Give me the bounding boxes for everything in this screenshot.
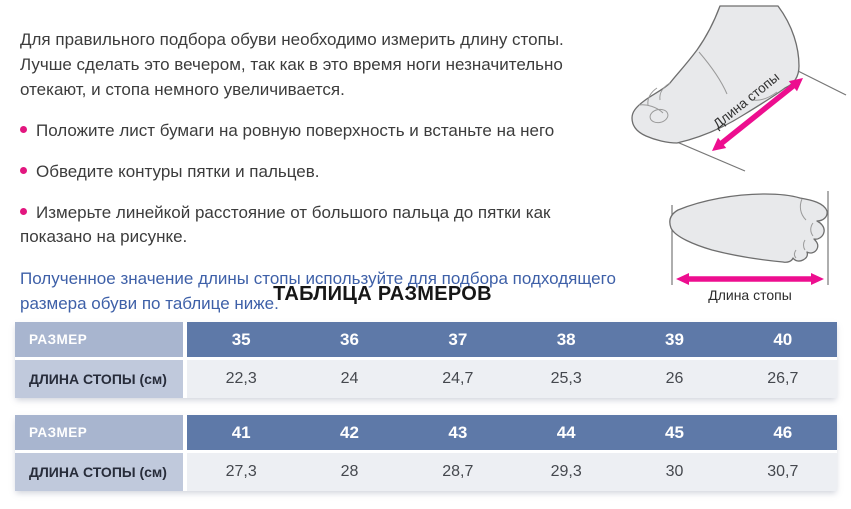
extension-line [791,67,847,96]
size-cell: 41 [231,422,251,442]
length-cell: 28 [340,463,359,480]
sole-foot-figure: Длина стопы [650,188,850,313]
length-row-header: ДЛИНА СТОПЫ (см) [15,453,183,491]
note-line: размера обуви по таблице ниже. [20,294,279,313]
size-table-title: ТАБЛИЦА РАЗМЕРОВ [273,283,492,305]
bullet-text: показано на рисунке. [20,227,188,246]
length-row-header: ДЛИНА СТОПЫ (см) [15,360,183,398]
length-cell: 30 [665,463,684,480]
length-cells: 22,3 24 24,7 25,3 26 26,7 [187,360,837,398]
foot-length-label: Длина стопы [708,287,792,303]
size-cell: 39 [665,329,684,349]
length-cell: 26 [665,370,684,387]
size-cell: 37 [448,329,468,349]
note-paragraph: Полученное значение длины стопы использу… [20,266,660,316]
size-row-header: РАЗМЕР [15,415,183,450]
length-cell: 28,7 [442,463,474,480]
length-cells: 27,3 28 28,7 29,3 30 30,7 [187,453,837,491]
bullet-item-1: Положите лист бумаги на ровную поверхнос… [20,119,660,143]
toe-separation-lines [794,198,814,259]
side-foot-figure: Длина стопы [627,4,849,181]
bullet-text: Измерьте линейкой расстояние от большого… [36,203,551,222]
foot-length-arrow [676,273,824,285]
length-cell: 27,3 [225,463,257,480]
size-cell: 45 [665,422,684,442]
foot-side-illustration: Длина стопы [631,5,847,172]
size-cells: 41 42 43 44 45 46 [187,415,837,450]
foot-sole-illustration: Длина стопы [669,191,829,303]
length-cell: 24,7 [442,370,474,387]
length-row: ДЛИНА СТОПЫ (см) 22,3 24 24,7 25,3 26 26… [15,360,837,398]
size-cell: 42 [340,422,359,442]
size-cell: 38 [556,329,576,349]
bullet-item-2: Обведите контуры пятки и пальцев. [20,160,660,184]
note-line: Полученное значение длины стопы использу… [20,269,616,288]
size-table-41-46: РАЗМЕР 41 42 43 44 45 46 ДЛИНА СТОПЫ (см… [15,415,837,491]
foot-length-arrow [712,78,803,151]
foot-contour-lines [638,51,778,124]
size-cell: 44 [556,422,576,442]
length-cell: 30,7 [767,463,799,480]
bullet-dot-icon [20,167,27,174]
intro-line: отекают, и стопа немного увеличивается. [20,80,345,99]
length-cell: 29,3 [550,463,582,480]
size-row: РАЗМЕР 41 42 43 44 45 46 [15,415,837,450]
foot-outline [669,193,828,263]
length-cell: 24 [340,370,359,387]
length-row: ДЛИНА СТОПЫ (см) 27,3 28 28,7 29,3 30 30… [15,453,837,491]
bullet-text: Обведите контуры пятки и пальцев. [36,162,320,181]
intro-line: Лучше сделать это вечером, так как в это… [20,55,563,74]
bullet-dot-icon [20,208,27,215]
bullet-item-3: Измерьте линейкой расстояние от большого… [20,201,660,249]
size-cell: 46 [773,422,793,442]
size-cell: 43 [448,422,468,442]
size-cell: 36 [340,329,359,349]
length-cell: 25,3 [550,370,582,387]
size-cell: 40 [773,329,793,349]
size-row-header: РАЗМЕР [15,322,183,357]
size-cells: 35 36 37 38 39 40 [187,322,837,357]
instructions-column: Для правильного подбора обуви необходимо… [20,10,660,333]
intro-line: Для правильного подбора обуви необходимо… [20,30,564,49]
bullet-text: Положите лист бумаги на ровную поверхнос… [36,121,555,140]
intro-paragraph: Для правильного подбора обуви необходимо… [20,27,660,102]
length-cell: 26,7 [767,370,799,387]
size-row: РАЗМЕР 35 36 37 38 39 40 [15,322,837,357]
size-table-35-40: РАЗМЕР 35 36 37 38 39 40 ДЛИНА СТОПЫ (см… [15,322,837,398]
bullet-dot-icon [20,126,27,133]
length-cell: 22,3 [225,370,257,387]
size-cell: 35 [231,329,251,349]
